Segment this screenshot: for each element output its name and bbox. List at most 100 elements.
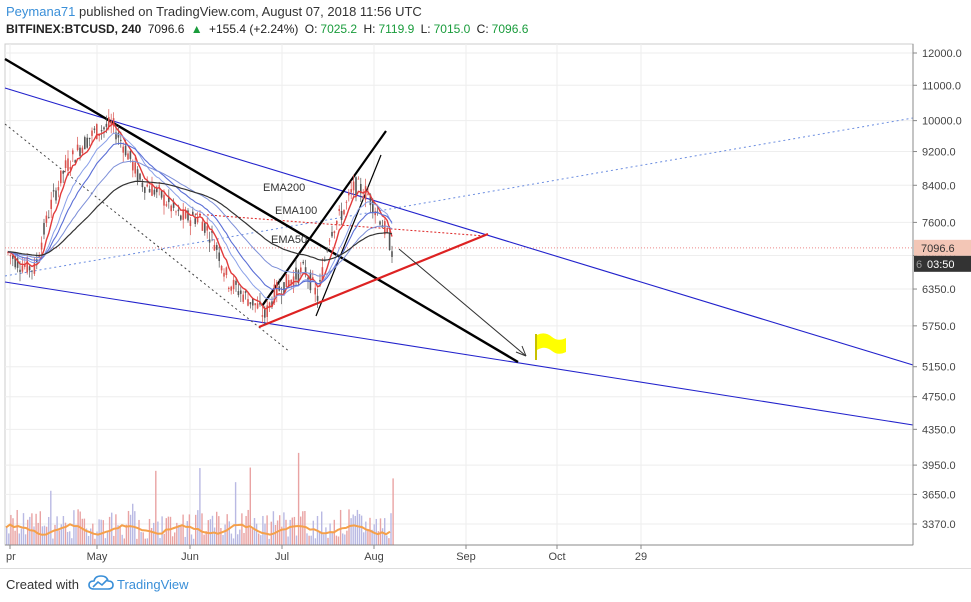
candle-body (206, 226, 208, 231)
candle-body (290, 279, 292, 285)
volume-bar (314, 538, 317, 545)
volume-bar (363, 532, 365, 545)
candle-body (124, 145, 127, 156)
last-price: 7096.6 (147, 22, 185, 36)
candle-body (362, 196, 364, 199)
volume-bar (117, 525, 119, 545)
projection-arrow-line (398, 248, 527, 357)
volume-bar (39, 511, 41, 545)
candle-body (237, 291, 240, 296)
time-axis[interactable]: pr May Jun Jul Aug Sep Oct 29 (5, 544, 913, 563)
volume-bar (329, 523, 331, 545)
candle-body (16, 258, 19, 268)
volume-bar (310, 535, 312, 545)
price-axis[interactable]: 12000.0 11000.0 10000.0 9200.0 8400.0 7600.0 6… (912, 44, 971, 545)
volume-bar (16, 509, 18, 545)
candle-body (211, 230, 213, 233)
price-tick-label: 10000.0 (922, 116, 962, 128)
volume-bar (291, 517, 293, 545)
close-value: 7096.6 (491, 22, 529, 36)
volume-bar (346, 530, 348, 545)
candle-body (43, 222, 45, 235)
candle-body (144, 187, 146, 193)
volume-bar (327, 537, 329, 545)
price-tick-label: 3950.0 (922, 460, 956, 472)
volume-bar (94, 538, 96, 545)
volume-bar (216, 511, 218, 545)
candle-body (297, 270, 300, 284)
volume-bar (18, 533, 20, 545)
volume-bar (167, 516, 170, 545)
author-link[interactable]: Peymana71 (6, 4, 76, 19)
candle-body (369, 194, 372, 206)
candle-body (348, 192, 350, 196)
dotted-blue-trend (4, 117, 914, 277)
brand-link[interactable]: TradingView (117, 577, 189, 592)
candle-body (88, 137, 91, 140)
countdown-tag (914, 255, 971, 272)
volume-bar (285, 519, 287, 545)
up-arrow-icon: ▲ (190, 22, 203, 36)
candle-body (33, 261, 36, 274)
candle-body (31, 270, 33, 272)
price-tick-label: 11000.0 (922, 80, 961, 92)
candle-body (79, 147, 81, 156)
volume-bar (24, 534, 27, 545)
volume-bar (381, 528, 384, 545)
candle-body (52, 190, 55, 192)
volume-bar (308, 535, 310, 545)
cloud-logo-icon (88, 575, 114, 590)
plot-frame (4, 43, 914, 546)
volume-bar (180, 526, 182, 545)
volume-bar (379, 518, 382, 545)
chart-header: Peymana71 published on TradingView.com, … (0, 0, 971, 40)
volume-bar (136, 538, 138, 545)
candle-body (163, 194, 165, 206)
candle-body (283, 282, 285, 295)
ema-labels: EMA200 EMA100 EMA50 (263, 182, 317, 246)
volume-bar (184, 536, 186, 545)
volume-bar (81, 518, 83, 545)
volume-bar (253, 518, 256, 545)
volume-bar (178, 525, 180, 545)
volume-bar (232, 538, 235, 545)
published-text: published on TradingView.com, August 07,… (79, 4, 422, 19)
candle-body (235, 280, 237, 285)
volume-bar (281, 526, 283, 545)
volume-bar (60, 524, 62, 545)
volume-bar (100, 519, 102, 545)
volume-bar (251, 529, 254, 545)
ema-label: EMA100 (275, 205, 317, 217)
candle-body (115, 132, 117, 140)
volume-bar (35, 513, 37, 545)
candle-body (156, 187, 158, 193)
time-tick-label: Jun (181, 551, 199, 563)
volume-bar (300, 516, 302, 545)
candle-body (244, 291, 247, 293)
volume-bar (201, 513, 203, 545)
candle-body (14, 256, 16, 268)
current-price-label: 7096.6 (921, 243, 955, 255)
volume-bar (190, 534, 193, 545)
volume-bar (155, 470, 157, 545)
price-chart[interactable]: EMA200 EMA100 EMA50 12000.0 11000.0 10000.0 9… (0, 40, 971, 568)
candle-body (340, 210, 343, 221)
volume-bar (66, 531, 69, 545)
volume-bar (6, 526, 8, 545)
volume-bar (228, 521, 230, 545)
flag-icon (537, 333, 566, 354)
projection-arrow-head-icon (515, 345, 527, 357)
candle-body (204, 223, 206, 233)
price-tick-label: 5750.0 (922, 321, 956, 333)
candle-body (201, 221, 204, 231)
candle-body (60, 170, 62, 184)
candle-body (148, 188, 151, 193)
volume-bar (64, 522, 67, 545)
volume-bar (159, 538, 161, 545)
candle-body (55, 190, 57, 201)
volume-bar (358, 513, 361, 545)
candle-body (105, 123, 108, 127)
trend-drawings (4, 57, 914, 426)
volume-bar (344, 534, 346, 545)
volume-bar (123, 538, 125, 545)
